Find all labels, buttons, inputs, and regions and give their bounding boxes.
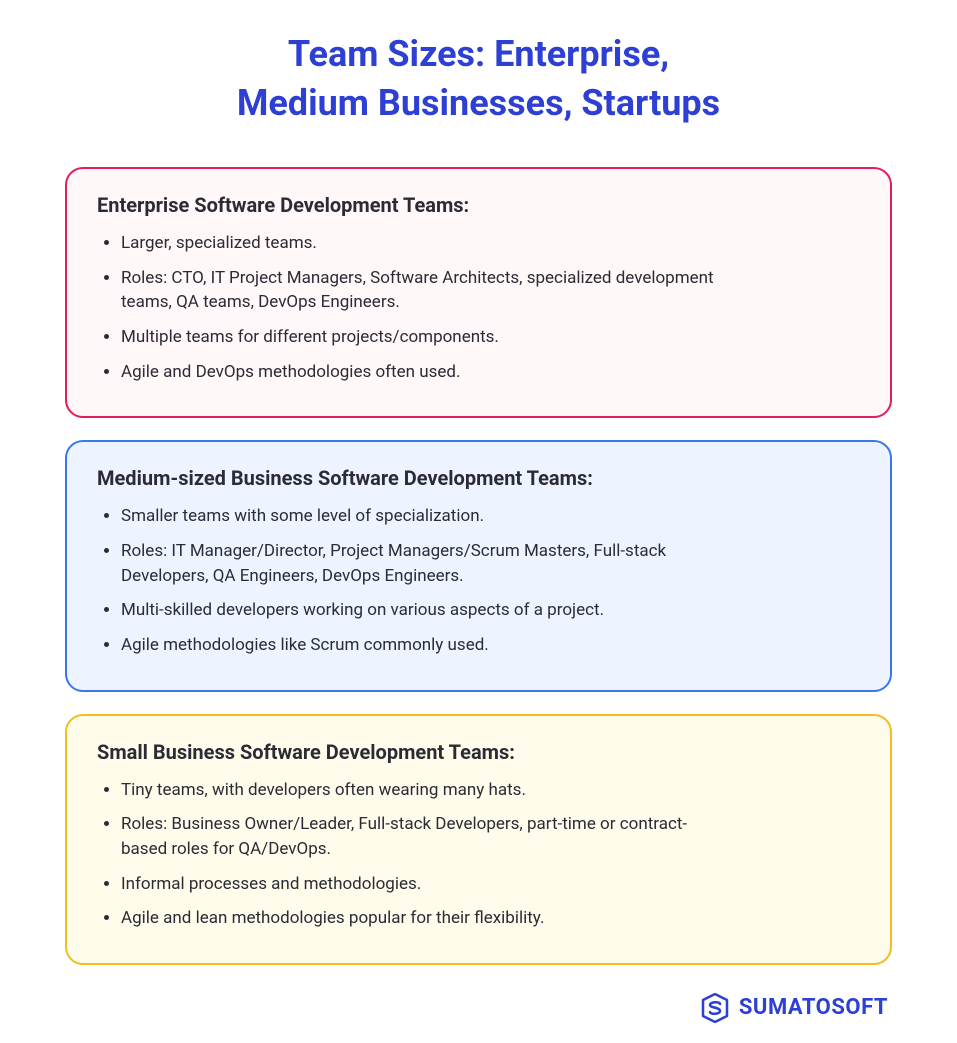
list-item: Agile and DevOps methodologies often use… (121, 360, 721, 385)
card-small-list: Tiny teams, with developers often wearin… (97, 778, 860, 931)
footer-brand: SUMATOSOFT (739, 995, 888, 1020)
footer: SUMATOSOFT (65, 993, 892, 1023)
list-item: Tiny teams, with developers often wearin… (121, 778, 721, 803)
list-item: Agile and lean methodologies popular for… (121, 906, 721, 931)
title-line-2: Medium Businesses, Startups (237, 82, 720, 124)
card-enterprise-list: Larger, specialized teams. Roles: CTO, I… (97, 231, 860, 384)
list-item: Informal processes and methodologies. (121, 872, 721, 897)
list-item: Larger, specialized teams. (121, 231, 721, 256)
sumatosoft-logo-icon (701, 993, 729, 1023)
list-item: Roles: Business Owner/Leader, Full-stack… (121, 812, 721, 861)
title-line-1: Team Sizes: Enterprise, (288, 33, 669, 75)
card-enterprise: Enterprise Software Development Teams: L… (65, 167, 892, 418)
page: Team Sizes: Enterprise, Medium Businesse… (0, 0, 957, 1043)
card-small-heading: Small Business Software Development Team… (97, 740, 860, 764)
card-small: Small Business Software Development Team… (65, 714, 892, 965)
cards-container: Enterprise Software Development Teams: L… (65, 167, 892, 965)
list-item: Roles: CTO, IT Project Managers, Softwar… (121, 266, 721, 315)
list-item: Smaller teams with some level of special… (121, 504, 721, 529)
list-item: Roles: IT Manager/Director, Project Mana… (121, 539, 721, 588)
list-item: Multiple teams for different projects/co… (121, 325, 721, 350)
card-medium: Medium-sized Business Software Developme… (65, 440, 892, 691)
list-item: Multi-skilled developers working on vari… (121, 598, 721, 623)
page-title: Team Sizes: Enterprise, Medium Businesse… (65, 30, 892, 127)
card-medium-heading: Medium-sized Business Software Developme… (97, 466, 860, 490)
list-item: Agile methodologies like Scrum commonly … (121, 633, 721, 658)
card-enterprise-heading: Enterprise Software Development Teams: (97, 193, 860, 217)
card-medium-list: Smaller teams with some level of special… (97, 504, 860, 657)
